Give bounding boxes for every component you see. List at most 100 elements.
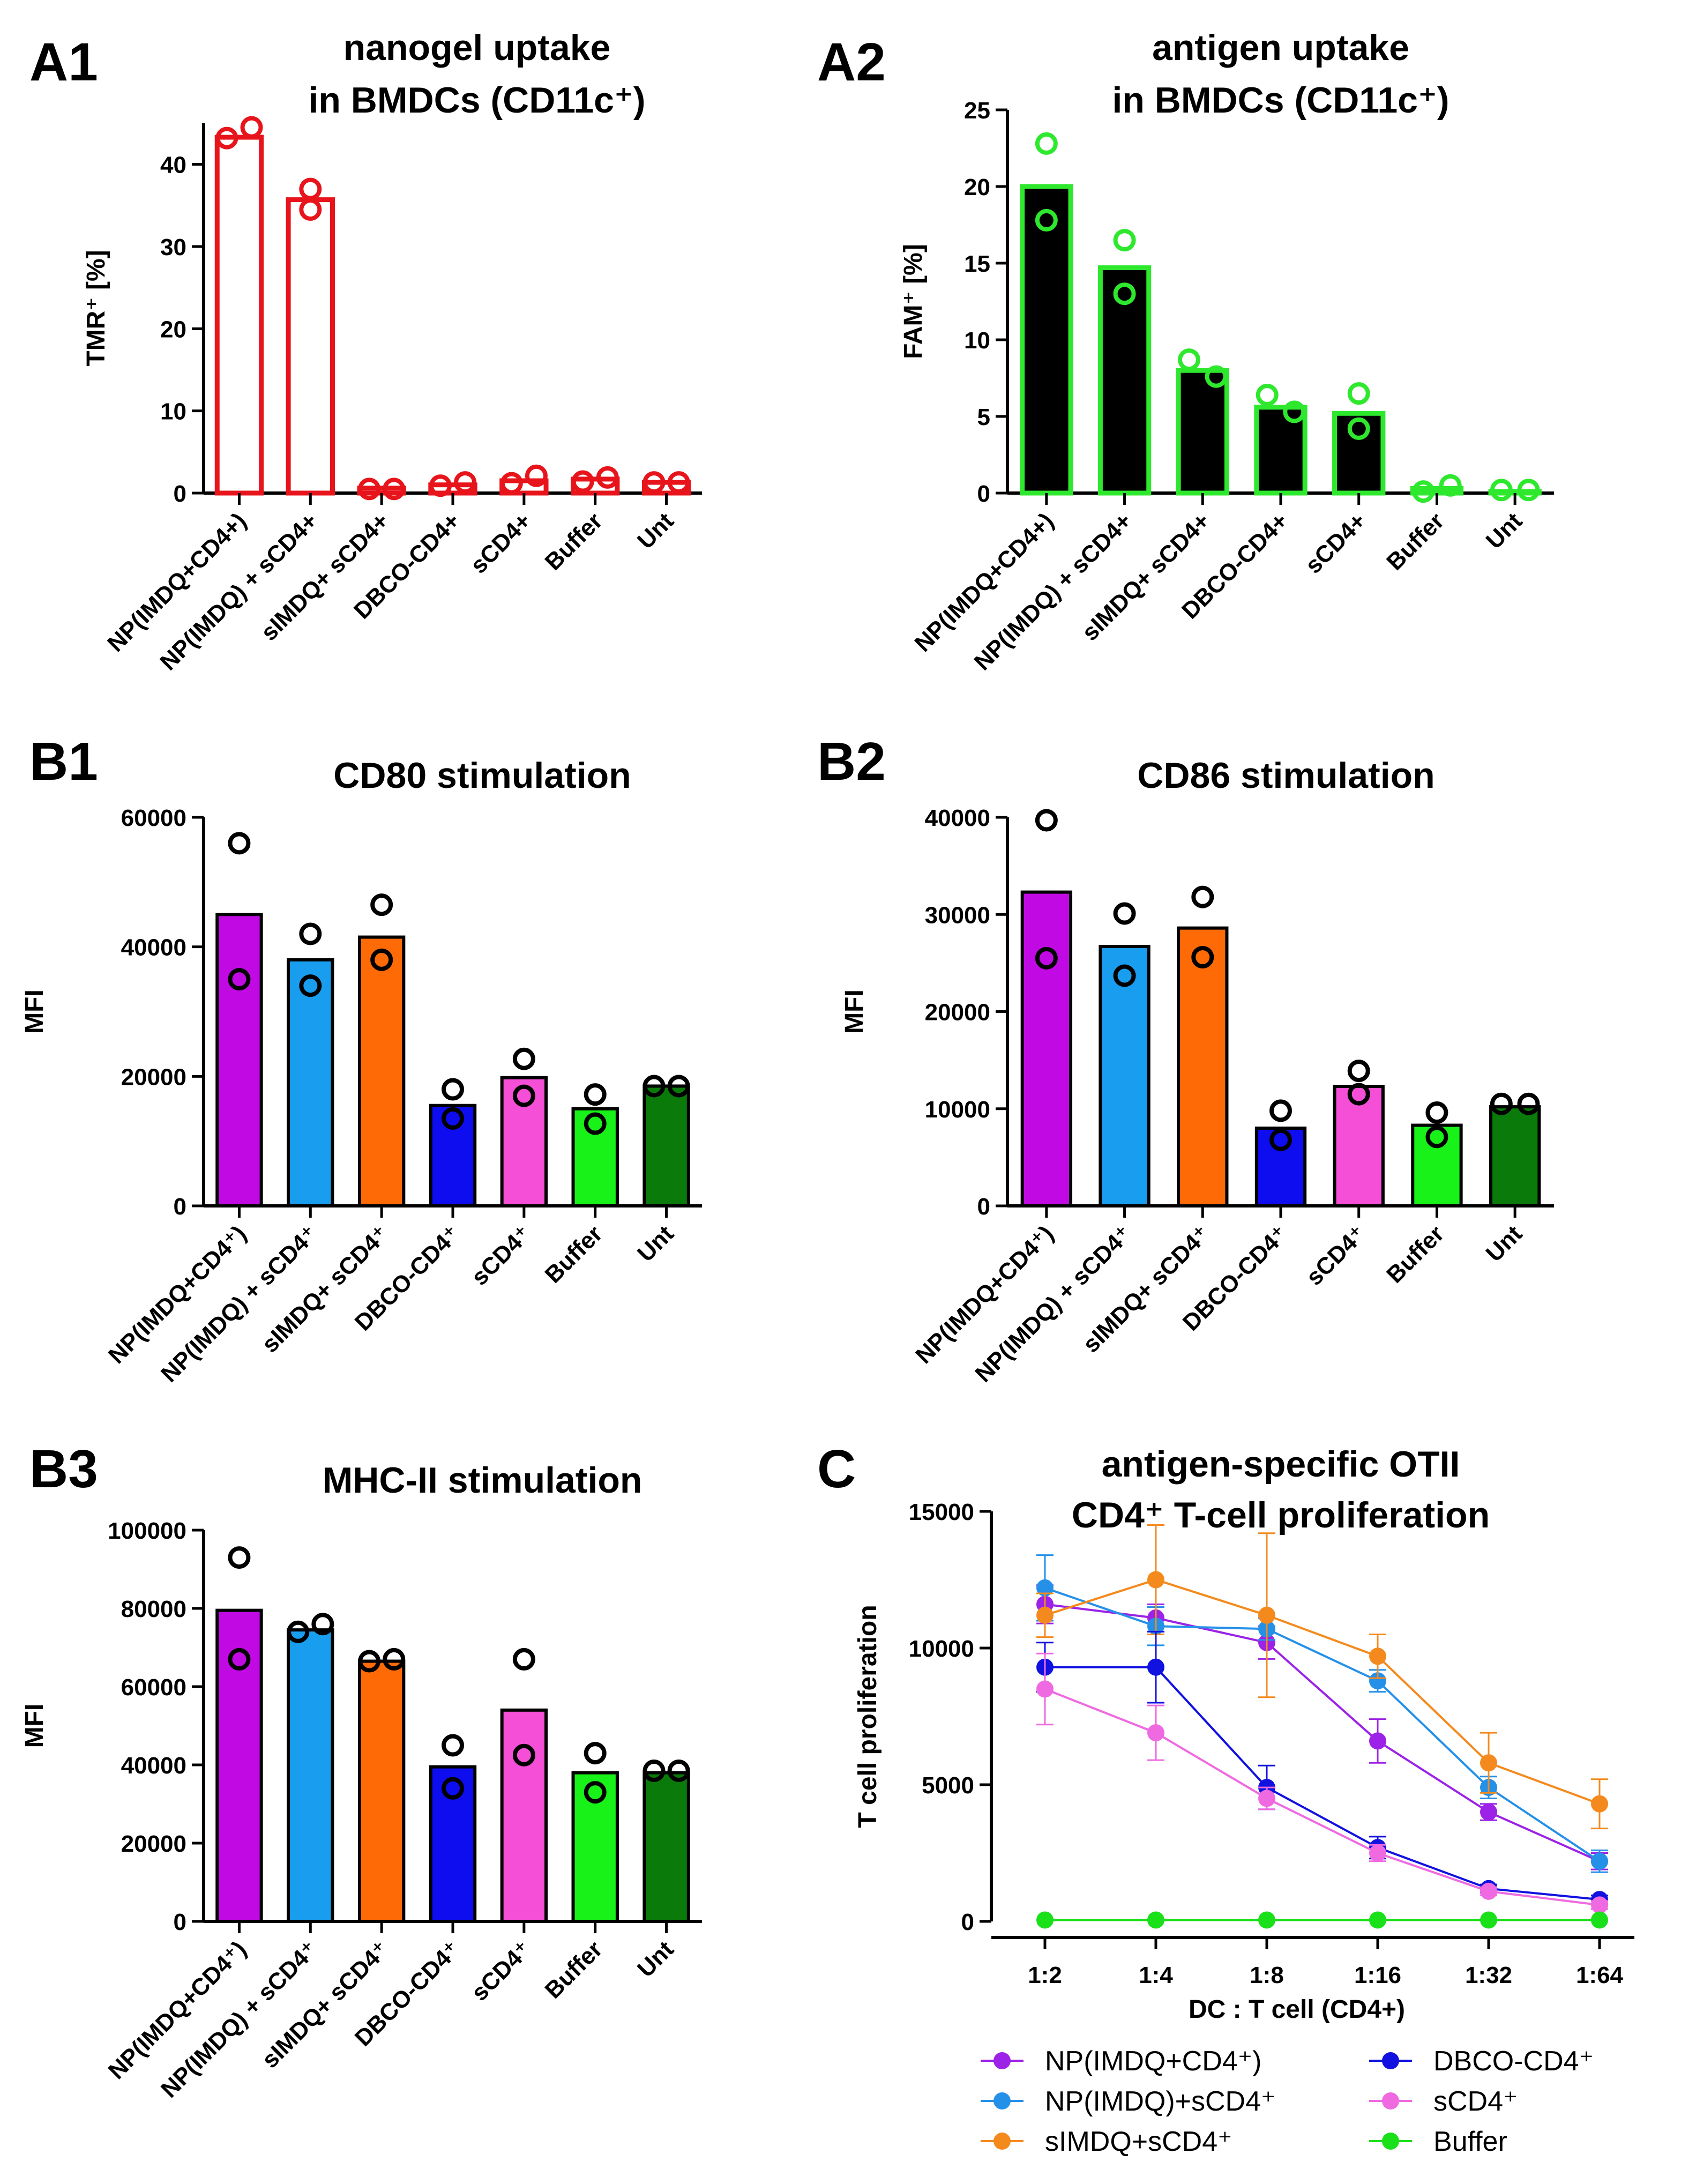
data-point [1369, 1648, 1386, 1665]
data-point [429, 474, 452, 497]
data-point [1369, 1844, 1386, 1862]
data-point [383, 1648, 406, 1671]
y-tick-label: 25 [964, 98, 990, 124]
data-point [1591, 1852, 1608, 1870]
data-point [1369, 1732, 1386, 1750]
data-point [228, 968, 251, 991]
x-tick-label: NP(IMDQ) + sCD4⁺ [970, 1220, 1137, 1387]
x-tick-label: Unt [632, 508, 679, 554]
data-point [1347, 1060, 1370, 1083]
bar [357, 1659, 406, 1924]
series-line [1045, 1666, 1600, 1901]
x-tick-label: NP(IMDQ) + sCD4+ [969, 508, 1137, 675]
data-point [571, 470, 594, 493]
series-line [1044, 1603, 1600, 1862]
data-point [642, 471, 666, 494]
y-axis-label: MFI [20, 989, 49, 1034]
x-tick-label: sCD4+ [466, 508, 536, 578]
y-tick-label: 0 [977, 1194, 990, 1220]
data-point [1480, 1754, 1497, 1772]
data-point [1035, 809, 1058, 832]
legend-label: sCD4⁺ [1433, 2086, 1518, 2117]
data-point [1147, 1658, 1164, 1676]
data-point [525, 464, 548, 487]
chart-title: antigen-specific OTII [1102, 1444, 1460, 1485]
data-point [1517, 1092, 1540, 1115]
y-tick-label: 10 [964, 327, 990, 354]
data-point [1147, 1911, 1164, 1929]
x-tick-label: Buffer [540, 1936, 608, 2003]
data-point [370, 893, 393, 916]
bar [287, 958, 334, 1208]
legend-item: sCD4⁺ [1369, 2086, 1518, 2117]
data-point [1113, 902, 1136, 925]
data-point [1256, 383, 1279, 406]
bar [287, 1628, 334, 1923]
data-point [358, 478, 381, 501]
data-point [667, 471, 690, 494]
bar [286, 197, 335, 496]
legend: NP(IMDQ+CD4⁺) NP(IMDQ)+sCD4⁺ sIMDQ+sCD4⁺ DB… [981, 2046, 1594, 2157]
data-point [1490, 1092, 1513, 1115]
data-point [1113, 282, 1136, 305]
y-tick-label: 100000 [108, 1518, 186, 1544]
legend-label: NP(IMDQ+CD4⁺) [1045, 2046, 1261, 2077]
data-point [1258, 1790, 1275, 1807]
x-axis-label: DC : T cell (CD4+) [1189, 1995, 1405, 2024]
panel-b3: B3 MHC-II stimulation 0 20000 40000 60000 8000… [20, 1439, 702, 2103]
x-tick-label: 1:16 [1354, 1962, 1401, 1988]
y-tick-label: 60000 [121, 1674, 186, 1701]
bar [429, 1765, 477, 1923]
panel-label: B2 [817, 732, 886, 792]
panel-label: A1 [29, 32, 98, 92]
chart-title: antigen uptake [1152, 27, 1409, 68]
series [1036, 1584, 1608, 1870]
bar [1488, 489, 1542, 496]
data-point [1480, 1803, 1497, 1821]
data-point [667, 1759, 690, 1782]
legend-label: DBCO-CD4⁺ [1433, 2046, 1594, 2077]
series-line [1044, 1578, 1600, 1805]
data-point [642, 1759, 666, 1782]
data-point [584, 1781, 607, 1804]
data-point [442, 1777, 464, 1800]
bar [1176, 368, 1229, 496]
legend-marker [993, 2052, 1011, 2069]
y-tick-label: 10000 [925, 1097, 990, 1123]
y-tick-label: 40000 [121, 935, 186, 961]
y-tick-label: 0 [174, 1909, 186, 1935]
data-point [596, 466, 619, 489]
legend-item: DBCO-CD4⁺ [1369, 2046, 1594, 2077]
data-point [1035, 946, 1058, 970]
y-tick-label: 5 [977, 404, 990, 430]
data-point [642, 1075, 666, 1098]
data-point [299, 974, 322, 997]
bar [1020, 184, 1073, 496]
y-tick-label: 0 [977, 481, 990, 507]
x-tick-label: NP(IMDQ+CD4+) [910, 508, 1059, 657]
data-point [512, 1047, 535, 1070]
panel-a1: A1 nanogel uptake in BMDCs (CD11c⁺) 0 10 20 30… [29, 27, 702, 675]
x-tick-label: Unt [632, 1220, 679, 1267]
x-tick-label: 1:4 [1139, 1962, 1173, 1988]
data-point [1591, 1896, 1608, 1914]
data-point [1347, 1083, 1370, 1106]
series [1036, 1652, 1608, 1914]
data-point [1036, 1606, 1054, 1624]
x-tick-label: 1:8 [1250, 1962, 1284, 1988]
legend-label: sIMDQ+sCD4⁺ [1045, 2126, 1232, 2157]
data-point [1439, 474, 1462, 497]
bar [500, 1708, 548, 1924]
x-tick-label: Buffer [1381, 508, 1449, 575]
data-point [1177, 348, 1200, 371]
chart-title: CD80 stimulation [333, 755, 631, 796]
panel-label: B3 [29, 1439, 98, 1499]
data-point [1191, 946, 1214, 968]
data-point [1490, 479, 1513, 502]
x-tick-label: sCD4⁺ [466, 1220, 536, 1291]
legend-marker [993, 2133, 1011, 2150]
data-point [358, 1650, 381, 1673]
x-tick-label: sCD4⁺ [466, 1936, 536, 2006]
data-point [1147, 1571, 1164, 1589]
